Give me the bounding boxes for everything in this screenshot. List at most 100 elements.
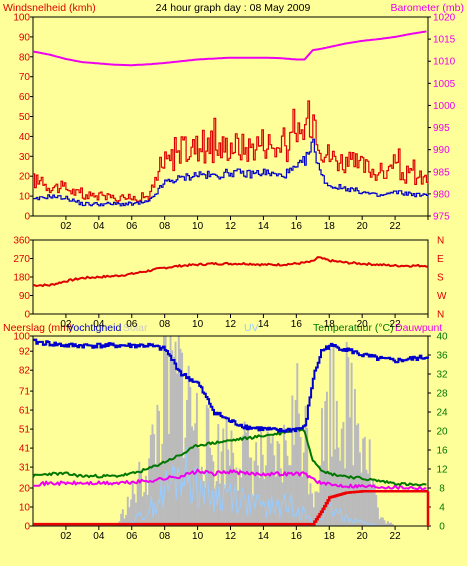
temperature-y-tick-label: 32 bbox=[436, 370, 448, 381]
solar-bar bbox=[166, 349, 169, 526]
temperature-y-tick-label: 16 bbox=[436, 446, 448, 457]
humidity-x-tick-label: 02 bbox=[60, 531, 72, 542]
solar-bar bbox=[164, 336, 167, 526]
direction-x-tick-label: 06 bbox=[126, 319, 138, 330]
solar-bar bbox=[136, 483, 139, 526]
solar-bar bbox=[357, 423, 360, 526]
solar-bar bbox=[227, 449, 230, 526]
barometer-y-tick-label: 995 bbox=[433, 123, 450, 134]
humidity-y-tick-label: 61 bbox=[19, 406, 31, 417]
solar-bar bbox=[296, 363, 299, 526]
solar-bar bbox=[217, 424, 220, 526]
solar-bar bbox=[151, 424, 154, 526]
solar-bar bbox=[316, 491, 319, 526]
solar-bar bbox=[237, 490, 240, 526]
solar-bar bbox=[301, 476, 304, 526]
solar-bar bbox=[317, 492, 320, 526]
solar-bar bbox=[230, 430, 233, 526]
solar-bar bbox=[278, 443, 281, 526]
wind-y-tick-label: 0 bbox=[24, 212, 30, 223]
solar-bar bbox=[184, 437, 187, 526]
solar-bar bbox=[299, 436, 302, 526]
solar-bar bbox=[228, 465, 231, 526]
solar-bar bbox=[199, 471, 202, 526]
solar-bar bbox=[302, 452, 305, 526]
humidity-x-tick-label: 06 bbox=[126, 531, 138, 542]
temperature-y-tick-label: 28 bbox=[436, 389, 448, 400]
solar-bar bbox=[121, 509, 124, 526]
solar-bar bbox=[350, 362, 353, 526]
solar-bar bbox=[207, 408, 210, 526]
wind-y-tick-label: 100 bbox=[13, 13, 30, 24]
direction-x-tick-label: 12 bbox=[225, 319, 237, 330]
wind-x-tick-label: 22 bbox=[390, 221, 402, 232]
solar-bar bbox=[202, 481, 205, 526]
compass-label: W bbox=[437, 291, 447, 302]
solar-bar bbox=[353, 388, 356, 526]
solar-bar bbox=[181, 352, 184, 526]
solar-bar bbox=[372, 479, 374, 526]
solar-bar bbox=[120, 513, 123, 526]
solar-bar bbox=[130, 499, 133, 526]
direction-x-tick-label: 02 bbox=[60, 319, 72, 330]
barometer-y-tick-label: 1015 bbox=[433, 35, 456, 46]
solar-bar bbox=[214, 488, 216, 526]
direction-y-tick-label: 360 bbox=[13, 236, 30, 247]
temperature-y-tick-label: 36 bbox=[436, 351, 448, 362]
solar-bar bbox=[205, 404, 208, 526]
solar-bar bbox=[260, 432, 263, 526]
temperature-y-tick-label: 0 bbox=[439, 522, 445, 533]
solar-bar bbox=[238, 468, 241, 526]
solar-bar bbox=[284, 440, 287, 526]
direction-x-tick-label: 16 bbox=[291, 319, 303, 330]
humidity-x-tick-label: 16 bbox=[291, 531, 303, 542]
wind-x-tick-label: 16 bbox=[291, 221, 303, 232]
solar-bar bbox=[365, 469, 368, 526]
temperature-y-tick-label: 40 bbox=[436, 332, 448, 343]
solar-bar bbox=[194, 423, 197, 526]
humidity-y-tick-label: 0 bbox=[24, 522, 30, 533]
wind-y-tick-label: 50 bbox=[19, 112, 31, 123]
humidity-x-tick-label: 20 bbox=[357, 531, 369, 542]
direction-x-tick-label: 22 bbox=[390, 319, 402, 330]
humidity-x-tick-label: 18 bbox=[324, 531, 336, 542]
solar-bar bbox=[232, 452, 235, 526]
solar-bar bbox=[342, 421, 345, 526]
humidity-x-tick-label: 12 bbox=[225, 531, 237, 542]
wind-y-tick-label: 80 bbox=[19, 52, 31, 63]
solar-bar bbox=[171, 350, 174, 526]
solar-bar bbox=[225, 416, 228, 526]
solar-bar bbox=[286, 455, 289, 526]
compass-label: S bbox=[437, 273, 444, 284]
solar-bar bbox=[334, 449, 337, 526]
direction-y-tick-label: 270 bbox=[13, 254, 30, 265]
solar-bar bbox=[386, 521, 389, 526]
direction-x-tick-label: 04 bbox=[93, 319, 105, 330]
panel-wind-frame bbox=[32, 16, 429, 217]
solar-bars bbox=[116, 336, 394, 526]
solar-bar bbox=[373, 483, 376, 526]
temperature-y-tick-label: 20 bbox=[436, 427, 448, 438]
rain-axis-label: Neerslag (mm) bbox=[3, 322, 72, 334]
solar-bar bbox=[360, 472, 363, 526]
barometer-y-tick-label: 1000 bbox=[433, 101, 456, 112]
direction-x-tick-label: 18 bbox=[324, 319, 336, 330]
solar-bar bbox=[321, 408, 323, 526]
direction-x-tick-label: 10 bbox=[192, 319, 204, 330]
solar-bar bbox=[381, 517, 384, 526]
humidity-y-tick-label: 51 bbox=[19, 425, 31, 436]
wind-x-tick-label: 12 bbox=[225, 221, 237, 232]
direction-y-tick-label: 90 bbox=[19, 291, 31, 302]
solar-bar bbox=[363, 436, 366, 526]
wind-y-tick-label: 10 bbox=[19, 192, 31, 203]
solar-bar bbox=[163, 336, 165, 526]
wind-y-tick-label: 60 bbox=[19, 92, 31, 103]
solar-bar bbox=[258, 477, 261, 526]
solar-bar bbox=[288, 465, 291, 526]
wind-y-tick-label: 30 bbox=[19, 152, 31, 163]
solar-bar bbox=[139, 470, 142, 526]
wind-axis-label: Windsnelheid (kmh) bbox=[3, 2, 96, 14]
solar-bar bbox=[144, 475, 147, 526]
solar-bar bbox=[251, 495, 254, 526]
